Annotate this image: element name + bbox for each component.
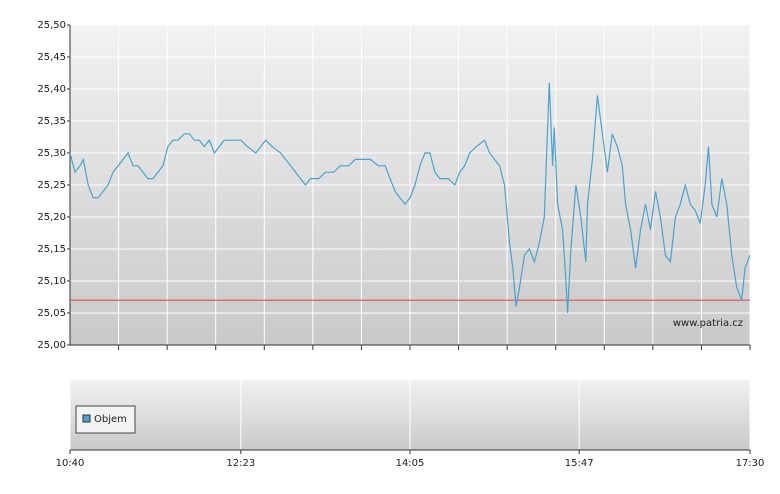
- y-tick-label: 25,35: [37, 116, 66, 127]
- x-tick-label: 17:30: [736, 458, 765, 469]
- watermark: www.patria.cz: [673, 318, 743, 329]
- y-tick-label: 25,40: [37, 84, 66, 95]
- x-tick-label: 14:05: [396, 458, 425, 469]
- y-tick-label: 25,50: [37, 20, 66, 31]
- y-tick-label: 25,30: [37, 148, 66, 159]
- y-tick-label: 25,45: [37, 52, 66, 63]
- y-tick-label: 25,20: [37, 212, 66, 223]
- y-tick-label: 25,15: [37, 244, 66, 255]
- y-tick-label: 25,10: [37, 276, 66, 287]
- x-tick-label: 15:47: [565, 458, 594, 469]
- legend-label: Objem: [94, 414, 127, 425]
- price-line: [69, 82, 751, 314]
- y-tick-label: 25,25: [37, 180, 66, 191]
- y-tick-label: 25,05: [37, 308, 66, 319]
- x-tick-label: 12:23: [226, 458, 255, 469]
- y-tick-label: 25,00: [37, 340, 66, 351]
- x-tick-label: 10:40: [56, 458, 85, 469]
- legend-swatch: [82, 414, 91, 423]
